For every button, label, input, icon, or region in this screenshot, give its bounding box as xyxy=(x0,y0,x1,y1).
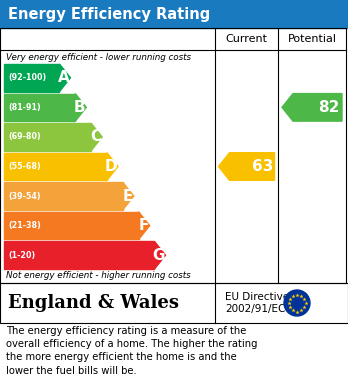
Text: The energy efficiency rating is a measure of the
overall efficiency of a home. T: The energy efficiency rating is a measur… xyxy=(6,326,258,376)
Text: E: E xyxy=(122,188,133,204)
Text: 63: 63 xyxy=(252,159,273,174)
Text: C: C xyxy=(90,129,101,144)
Text: 2002/91/EC: 2002/91/EC xyxy=(225,304,285,314)
Text: Current: Current xyxy=(226,34,268,44)
Text: (81-91): (81-91) xyxy=(8,103,41,112)
Polygon shape xyxy=(91,123,102,151)
Polygon shape xyxy=(139,212,150,239)
Text: Very energy efficient - lower running costs: Very energy efficient - lower running co… xyxy=(6,53,191,62)
Bar xyxy=(4,93,75,121)
Polygon shape xyxy=(107,153,118,180)
Text: (69-80): (69-80) xyxy=(8,133,41,142)
Text: 82: 82 xyxy=(318,100,340,115)
Circle shape xyxy=(284,290,310,316)
Text: (55-68): (55-68) xyxy=(8,162,41,171)
Polygon shape xyxy=(75,93,86,121)
Bar xyxy=(4,64,60,91)
Bar xyxy=(4,153,107,180)
Text: England & Wales: England & Wales xyxy=(8,294,179,312)
Text: Not energy efficient - higher running costs: Not energy efficient - higher running co… xyxy=(6,271,191,280)
Bar xyxy=(4,212,139,239)
Text: Energy Efficiency Rating: Energy Efficiency Rating xyxy=(8,7,210,22)
Text: (21-38): (21-38) xyxy=(8,221,41,230)
Bar xyxy=(0,0,348,28)
Polygon shape xyxy=(282,93,342,121)
Text: Potential: Potential xyxy=(287,34,337,44)
Polygon shape xyxy=(123,182,134,210)
Bar xyxy=(4,182,123,210)
Bar xyxy=(0,28,346,283)
Text: F: F xyxy=(138,218,149,233)
Polygon shape xyxy=(219,153,275,180)
Bar xyxy=(4,241,155,269)
Text: EU Directive: EU Directive xyxy=(225,292,289,302)
Bar xyxy=(4,123,91,151)
Text: A: A xyxy=(58,70,70,85)
Text: D: D xyxy=(104,159,117,174)
Text: (1-20): (1-20) xyxy=(8,251,35,260)
Text: (92-100): (92-100) xyxy=(8,73,46,82)
Text: (39-54): (39-54) xyxy=(8,192,41,201)
Polygon shape xyxy=(155,241,166,269)
Text: G: G xyxy=(152,248,165,263)
Polygon shape xyxy=(60,64,70,91)
Text: B: B xyxy=(74,100,85,115)
Bar xyxy=(0,283,348,323)
